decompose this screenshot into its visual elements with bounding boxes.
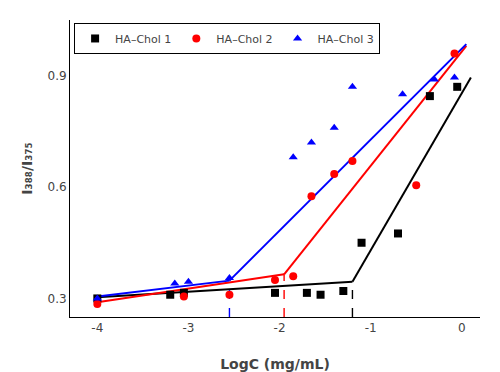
svg-text:I₃₈₈/I₃₇₅: I₃₈₈/I₃₇₅ xyxy=(19,142,35,194)
svg-text:HA–Chol 3: HA–Chol 3 xyxy=(318,33,374,46)
svg-text:HA–Chol 2: HA–Chol 2 xyxy=(216,33,272,46)
svg-text:0: 0 xyxy=(458,321,466,335)
svg-text:0.6: 0.6 xyxy=(48,180,67,194)
svg-text:0.9: 0.9 xyxy=(48,69,67,83)
svg-text:LogC (mg/mL): LogC (mg/mL) xyxy=(220,356,330,372)
svg-text:-3: -3 xyxy=(182,321,194,335)
svg-text:-4: -4 xyxy=(91,321,103,335)
svg-text:HA–Chol 1: HA–Chol 1 xyxy=(115,33,171,46)
svg-text:-2: -2 xyxy=(274,321,286,335)
svg-text:-1: -1 xyxy=(365,321,377,335)
svg-text:0.3: 0.3 xyxy=(48,292,67,306)
